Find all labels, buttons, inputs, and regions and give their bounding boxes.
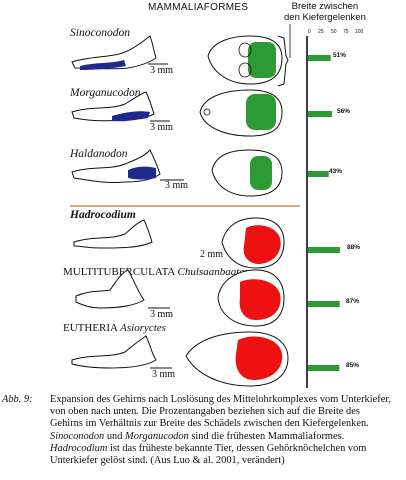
caption-body: Expansion des Gehirns nach Loslösung des… bbox=[50, 394, 405, 467]
percent-bar-1 bbox=[308, 111, 332, 117]
group-label-eutheria: EUTHERIA bbox=[63, 322, 118, 334]
axis-tick-0: 0 bbox=[308, 29, 311, 35]
scale-label-chulsaanbaatar: 3 mm bbox=[150, 309, 174, 320]
percent-label-morganucodon: 56% bbox=[337, 108, 351, 115]
percent-bar-0 bbox=[308, 55, 331, 61]
caption-line4-taxon2: Morganucodon bbox=[125, 430, 189, 442]
brace-label-line2: den Kiefergelenken bbox=[284, 11, 366, 23]
scale-label-haldanodon: 3 mm bbox=[165, 180, 189, 191]
brace-label: Breite zwischen den Kiefergelenken bbox=[284, 1, 366, 23]
caption-line4-rest: sind die frühesten Mammaliaformes. bbox=[188, 430, 345, 442]
percent-label-chulsaanbaatar: 87% bbox=[346, 298, 360, 305]
caption-line4-joiner: und bbox=[104, 430, 126, 442]
axis-tick-25: 25 bbox=[318, 29, 324, 35]
scale-label-sinoconodon: 3 mm bbox=[150, 65, 174, 76]
taxon-label-morganucodon: Morganucodon bbox=[70, 87, 141, 99]
taxon-label-asioryctes: EUTHERIA Asioryctes bbox=[63, 322, 166, 334]
percent-bar-2 bbox=[308, 171, 329, 177]
axis-tick-75: 75 bbox=[343, 29, 349, 35]
skull-chulsaanbaatar bbox=[217, 269, 285, 327]
taxon-label-sinoconodon: Sinoconodon bbox=[70, 27, 131, 39]
taxon-name-asioryctes: Asioryctes bbox=[120, 322, 166, 334]
skull-haldanodon bbox=[211, 149, 283, 197]
taxon-label-haldanodon: Haldanodon bbox=[70, 148, 128, 160]
group-label-multituberculata: MULTITUBERCULATA bbox=[63, 266, 175, 278]
skull-morganucodon bbox=[199, 89, 283, 137]
scale-label-morganucodon: 3 mm bbox=[150, 122, 174, 133]
axis-tick-50: 50 bbox=[331, 29, 337, 35]
percent-bars bbox=[308, 55, 340, 371]
skull-asioryctes bbox=[185, 331, 289, 387]
scale-label-asioryctes: 3 mm bbox=[152, 369, 176, 380]
caption-line3: Gehirns im Verhältnis zur Breite des Sch… bbox=[50, 418, 369, 430]
percent-bar-4 bbox=[308, 301, 340, 307]
jaw-hadrocodium bbox=[73, 219, 153, 249]
jaw-chulsaanbaatar bbox=[75, 269, 170, 309]
caption-line5-rest: ist das früheste bekannte Tier, dessen G… bbox=[107, 442, 367, 454]
taxon-name-chulsaanbaatar: Chulsaanbaatar bbox=[177, 266, 250, 278]
caption-line4-taxon1: Sinoconodon bbox=[50, 430, 105, 442]
caption-line5: Hadrocodium ist das früheste bekannte Ti… bbox=[50, 443, 405, 455]
figure-drawing bbox=[70, 24, 340, 388]
brace-bracket bbox=[277, 35, 289, 87]
percent-label-asioryctes: 85% bbox=[346, 362, 360, 369]
caption-label: Abb. 9: bbox=[2, 394, 33, 405]
jaw-asioryctes bbox=[71, 335, 172, 369]
jaw-sinoconodon bbox=[71, 35, 168, 70]
percent-bar-5 bbox=[308, 365, 340, 371]
percent-label-sinoconodon: 51% bbox=[333, 52, 347, 59]
brace-label-line1: Breite zwischen bbox=[291, 1, 359, 12]
percent-label-haldanodon: 43% bbox=[329, 168, 343, 175]
caption-line5-taxon: Hadrocodium bbox=[50, 442, 108, 454]
caption-line2: von oben nach unten. Die Prozentangaben … bbox=[50, 406, 360, 418]
scale-label-hadrocodium: 2 mm bbox=[200, 249, 224, 260]
jaw-morganucodon bbox=[71, 91, 170, 122]
taxon-label-hadrocodium: Hadrocodium bbox=[70, 209, 136, 221]
skull-hadrocodium bbox=[221, 217, 285, 269]
jaw-haldanodon bbox=[71, 149, 184, 183]
percent-bar-3 bbox=[308, 247, 340, 253]
percent-label-hadrocodium: 88% bbox=[347, 244, 361, 251]
caption-line1: Expansion des Gehirns nach Loslösung des… bbox=[50, 394, 391, 405]
skull-sinoconodon bbox=[207, 35, 283, 85]
caption-line4: Sinoconodon und Morganucodon sind die fr… bbox=[50, 431, 405, 443]
axis-tick-100: 100 bbox=[355, 29, 364, 35]
figure-caption: Abb. 9: Expansion des Gehirns nach Loslö… bbox=[2, 394, 406, 478]
taxon-label-chulsaanbaatar: MULTITUBERCULATA Chulsaanbaatar bbox=[63, 266, 249, 278]
caption-line6: Unterkiefer gelöst sind. (Aus Luo & al. … bbox=[50, 455, 285, 467]
figure-header: MAMMALIAFORMES bbox=[148, 2, 249, 13]
